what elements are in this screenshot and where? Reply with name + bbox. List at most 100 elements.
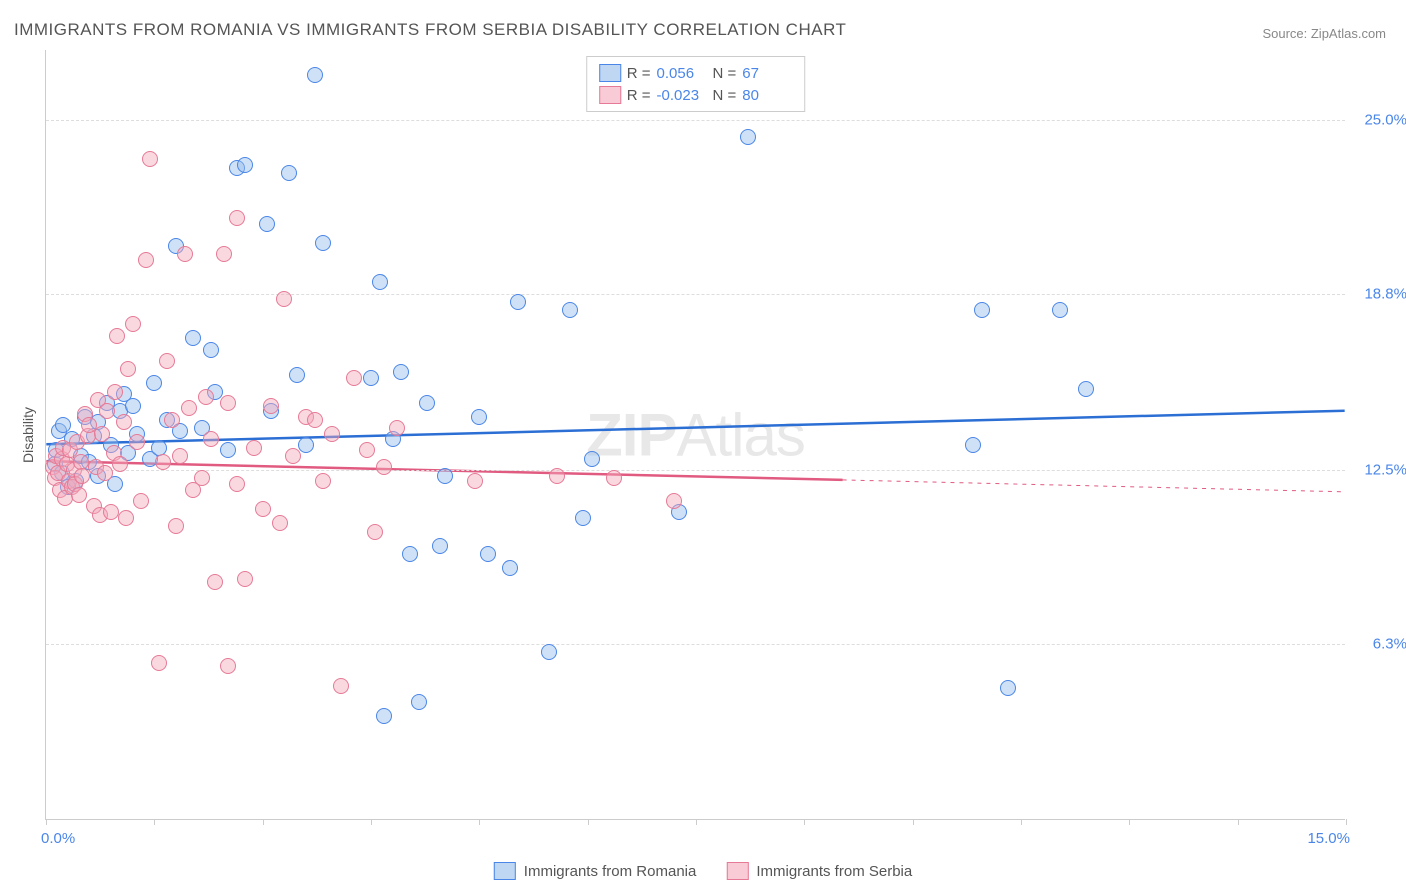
romania-point: [307, 67, 323, 83]
serbia-point: [220, 658, 236, 674]
serbia-point: [315, 473, 331, 489]
x-tick: [1346, 819, 1347, 825]
x-tick: [588, 819, 589, 825]
serbia-point: [177, 246, 193, 262]
romania-point: [220, 442, 236, 458]
x-tick: [479, 819, 480, 825]
serbia-point: [97, 465, 113, 481]
y-tick-label: 25.0%: [1352, 112, 1406, 129]
serbia-point: [194, 470, 210, 486]
romania-point: [1052, 302, 1068, 318]
y-tick-label: 12.5%: [1352, 462, 1406, 479]
serbia-point: [181, 400, 197, 416]
romania-point: [203, 342, 219, 358]
serbia-point: [324, 426, 340, 442]
legend-row: R =-0.023N =80: [599, 84, 793, 106]
romania-point: [965, 437, 981, 453]
serbia-point: [116, 414, 132, 430]
romania-point: [432, 538, 448, 554]
x-min-label: 0.0%: [41, 830, 75, 847]
serbia-point: [263, 398, 279, 414]
romania-point: [298, 437, 314, 453]
romania-point: [281, 165, 297, 181]
serbia-point: [203, 431, 219, 447]
romania-point: [402, 546, 418, 562]
romania-point: [437, 468, 453, 484]
serbia-point: [207, 574, 223, 590]
watermark: ZIPAtlas: [586, 400, 805, 469]
serbia-point: [333, 678, 349, 694]
legend-swatch: [599, 64, 621, 82]
serbia-point: [606, 470, 622, 486]
serbia-point: [151, 655, 167, 671]
romania-point: [584, 451, 600, 467]
romania-point: [541, 644, 557, 660]
serbia-point: [164, 412, 180, 428]
serbia-point: [389, 420, 405, 436]
romania-point: [125, 398, 141, 414]
legend-item: Immigrants from Romania: [494, 862, 697, 880]
serbia-point: [549, 468, 565, 484]
romania-point: [372, 274, 388, 290]
serbia-point: [367, 524, 383, 540]
legend-swatch: [599, 86, 621, 104]
source-label: Source: ZipAtlas.com: [1262, 26, 1386, 41]
x-tick: [154, 819, 155, 825]
serbia-point: [229, 476, 245, 492]
romania-point: [575, 510, 591, 526]
serbia-point: [285, 448, 301, 464]
serbia-point: [112, 456, 128, 472]
romania-point: [376, 708, 392, 724]
serbia-point: [216, 246, 232, 262]
legend-swatch: [494, 862, 516, 880]
serbia-point: [109, 328, 125, 344]
n-value: 67: [742, 65, 792, 82]
correlation-legend: R = 0.056 N = 67 R =-0.023N =80: [586, 56, 806, 112]
serbia-point: [107, 384, 123, 400]
romania-point: [480, 546, 496, 562]
r-label: R =: [627, 65, 651, 82]
romania-point: [510, 294, 526, 310]
legend-label: Immigrants from Romania: [524, 863, 697, 880]
serbia-point: [103, 504, 119, 520]
y-tick-label: 6.3%: [1352, 635, 1406, 652]
r-value: 0.056: [657, 65, 707, 82]
x-max-label: 15.0%: [1307, 830, 1350, 847]
serbia-point: [133, 493, 149, 509]
n-label: N =: [713, 65, 737, 82]
gridline: [46, 470, 1345, 471]
x-tick: [913, 819, 914, 825]
serbia-point: [138, 252, 154, 268]
gridline: [46, 120, 1345, 121]
romania-point: [974, 302, 990, 318]
romania-point: [471, 409, 487, 425]
serbia-point: [220, 395, 236, 411]
romania-point: [393, 364, 409, 380]
romania-point: [502, 560, 518, 576]
y-tick-label: 18.8%: [1352, 285, 1406, 302]
serbia-point: [346, 370, 362, 386]
romania-point: [259, 216, 275, 232]
serbia-point: [237, 571, 253, 587]
romania-point: [562, 302, 578, 318]
romania-point: [363, 370, 379, 386]
romania-point: [1078, 381, 1094, 397]
x-tick: [1021, 819, 1022, 825]
serbia-point: [94, 426, 110, 442]
x-tick: [371, 819, 372, 825]
n-value: 80: [742, 87, 792, 104]
serbia-point: [118, 510, 134, 526]
serbia-point: [172, 448, 188, 464]
serbia-point: [272, 515, 288, 531]
serbia-point: [142, 151, 158, 167]
romania-point: [411, 694, 427, 710]
serbia-point: [159, 353, 175, 369]
romania-point: [289, 367, 305, 383]
serbia-point: [307, 412, 323, 428]
serbia-point: [666, 493, 682, 509]
r-label: R =: [627, 87, 651, 104]
x-tick: [263, 819, 264, 825]
chart-title: IMMIGRANTS FROM ROMANIA VS IMMIGRANTS FR…: [14, 20, 846, 40]
serbia-point: [359, 442, 375, 458]
legend-row: R = 0.056 N = 67: [599, 62, 793, 84]
